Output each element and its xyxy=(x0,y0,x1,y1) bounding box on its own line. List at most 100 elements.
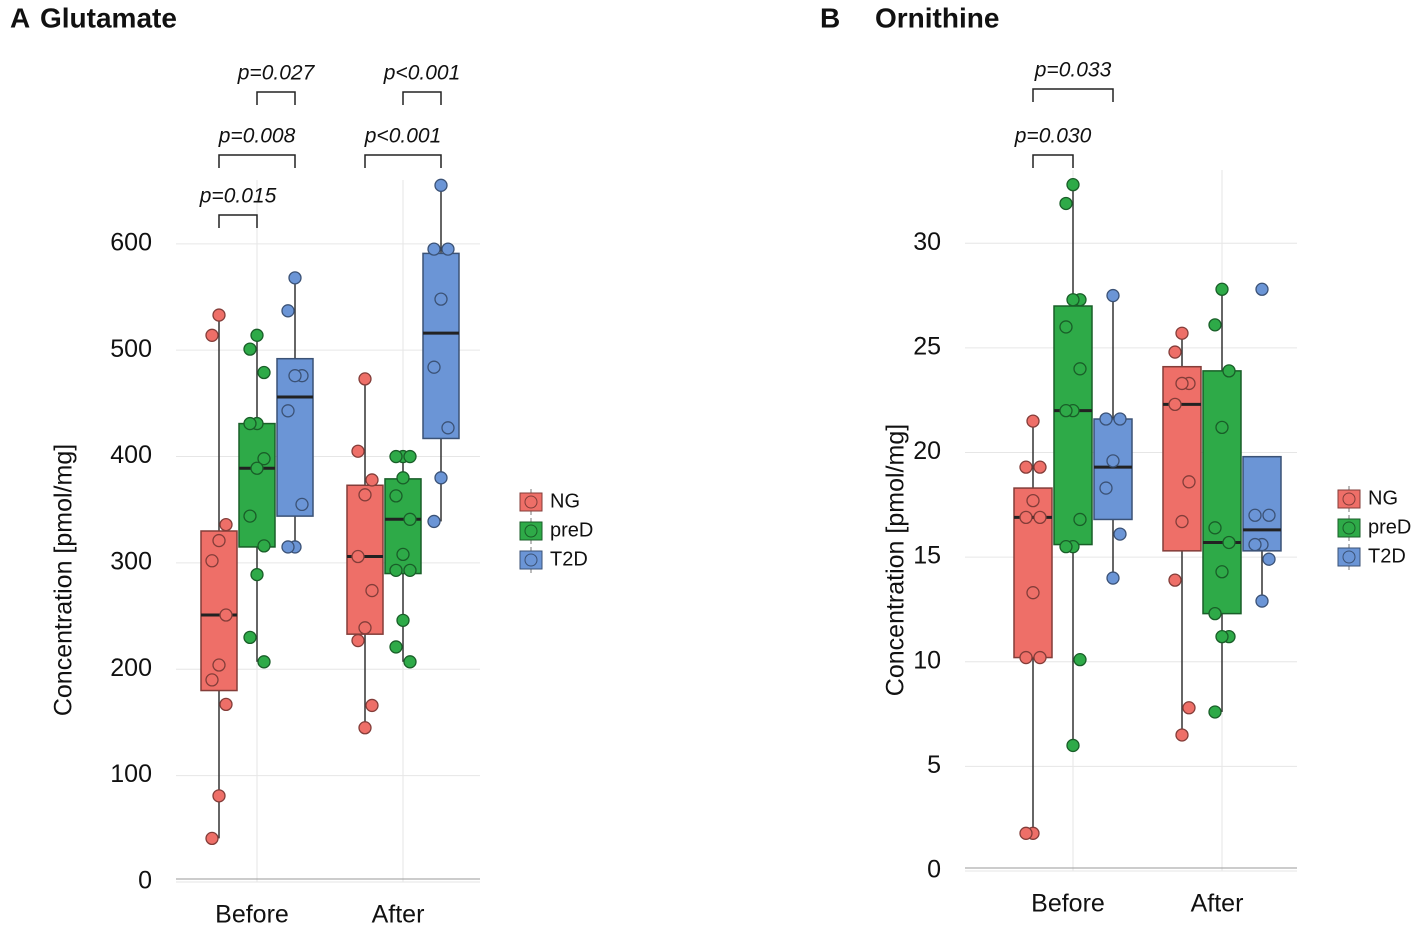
data-point xyxy=(1215,282,1229,296)
p-value: p<0.001 xyxy=(364,125,442,148)
data-point xyxy=(1073,512,1087,527)
data-point xyxy=(1113,527,1127,541)
y-tick-label: 400 xyxy=(110,441,152,469)
data-point xyxy=(1262,508,1276,522)
data-point xyxy=(1182,475,1196,489)
data-point xyxy=(365,698,379,713)
data-point xyxy=(396,547,410,562)
data-point xyxy=(1059,196,1073,211)
y-tick-label: 10 xyxy=(913,646,941,674)
chart-title: Ornithine xyxy=(875,2,999,33)
data-point xyxy=(1262,552,1276,566)
p-value: p=0.027 xyxy=(237,62,316,85)
data-point xyxy=(1222,364,1236,378)
data-point xyxy=(1106,571,1120,585)
significance-bracket xyxy=(1032,88,1114,102)
data-point xyxy=(1255,594,1269,608)
data-point xyxy=(1066,293,1080,307)
data-point xyxy=(257,539,271,553)
legend-label: NG xyxy=(550,490,580,512)
p-value: p<0.001 xyxy=(383,62,461,85)
data-point xyxy=(281,404,295,418)
data-point xyxy=(212,658,226,672)
y-tick-label: 20 xyxy=(913,437,941,465)
data-point xyxy=(427,242,441,256)
x-tick-label: After xyxy=(372,901,425,929)
data-point xyxy=(1113,412,1127,426)
data-point xyxy=(257,655,271,669)
panel-letter: B xyxy=(820,2,840,33)
data-point xyxy=(1208,606,1222,621)
data-point xyxy=(243,416,257,431)
data-point xyxy=(441,421,455,435)
data-point xyxy=(1019,510,1033,525)
data-point xyxy=(1175,728,1189,742)
data-point xyxy=(281,540,295,554)
data-point xyxy=(1033,460,1047,474)
data-point xyxy=(1248,537,1262,552)
legend-label: preD xyxy=(550,519,593,541)
p-value: p=0.030 xyxy=(1014,125,1092,148)
data-point xyxy=(250,461,264,475)
data-point xyxy=(1026,414,1040,428)
box xyxy=(346,484,384,635)
data-point xyxy=(205,673,219,687)
data-point xyxy=(389,489,403,503)
data-point xyxy=(1208,318,1222,332)
y-tick-label: 200 xyxy=(110,654,152,682)
data-point xyxy=(351,444,365,458)
data-point xyxy=(441,242,455,256)
data-point xyxy=(403,512,417,526)
data-point xyxy=(205,328,219,342)
data-point xyxy=(1059,320,1073,334)
legend-label: T2D xyxy=(550,548,588,570)
y-tick-label: 5 xyxy=(927,751,941,779)
data-point xyxy=(1073,362,1087,376)
data-point xyxy=(257,452,271,466)
data-point xyxy=(434,471,448,485)
x-tick-label: After xyxy=(1191,890,1244,918)
box xyxy=(1242,455,1282,552)
data-point xyxy=(358,372,372,386)
y-tick-label: 0 xyxy=(138,867,152,895)
data-point xyxy=(1106,288,1120,303)
data-point xyxy=(219,608,233,622)
box xyxy=(1093,418,1133,521)
data-point xyxy=(1033,510,1047,525)
box xyxy=(238,422,276,548)
data-point xyxy=(243,630,257,645)
data-point xyxy=(205,831,219,846)
data-point xyxy=(281,304,295,318)
data-point xyxy=(351,633,365,648)
data-point xyxy=(257,365,271,380)
data-point xyxy=(219,517,233,532)
data-point xyxy=(1168,573,1182,587)
data-point xyxy=(1175,514,1189,529)
data-point xyxy=(403,449,417,464)
data-point xyxy=(1019,460,1033,474)
x-tick-label: Before xyxy=(215,901,289,929)
data-point xyxy=(1215,629,1229,644)
legend-key xyxy=(524,524,538,538)
box xyxy=(422,252,460,440)
data-point xyxy=(1033,650,1047,665)
legend-key xyxy=(1342,492,1356,506)
data-point xyxy=(1099,412,1113,426)
significance-bracket xyxy=(364,154,442,168)
legend-key xyxy=(1342,550,1356,564)
y-tick-label: 30 xyxy=(913,228,941,256)
y-tick-label: 100 xyxy=(110,760,152,788)
y-tick-label: 15 xyxy=(913,542,941,570)
data-point xyxy=(1026,586,1040,600)
data-point xyxy=(1059,403,1073,418)
data-point xyxy=(212,533,226,548)
data-point xyxy=(1168,397,1182,412)
data-point xyxy=(403,655,417,669)
data-point xyxy=(1019,826,1033,840)
significance-bracket xyxy=(1032,154,1074,168)
data-point xyxy=(288,271,302,285)
data-point xyxy=(1026,493,1040,508)
data-point xyxy=(1066,738,1080,753)
significance-bracket xyxy=(256,91,296,105)
